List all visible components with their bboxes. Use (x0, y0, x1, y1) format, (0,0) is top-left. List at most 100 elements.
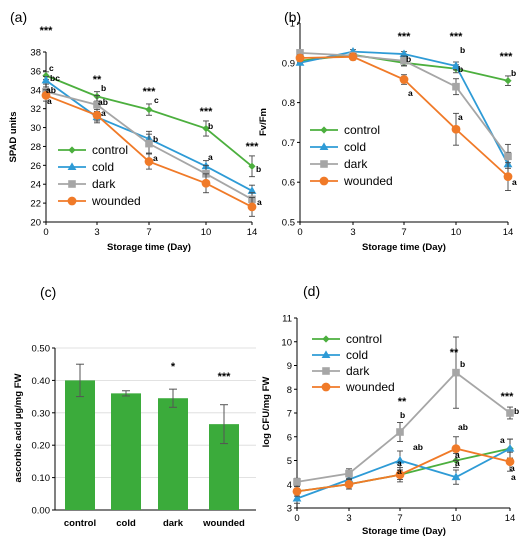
data-point (506, 409, 514, 417)
y-tick-label: 24 (30, 180, 41, 191)
series-wounded (295, 52, 513, 192)
y-tick-label: 0.00 (32, 506, 51, 517)
data-point (452, 82, 460, 91)
letter-annotation: ab (98, 97, 108, 107)
data-point (201, 178, 211, 188)
data-point (292, 493, 302, 502)
letter-annotation: b (514, 406, 519, 416)
panel-label: (c) (40, 284, 56, 300)
data-point (505, 457, 515, 467)
legend: control cold dark wounded (310, 123, 393, 188)
letter-annotation: b (208, 121, 213, 131)
x-tick-label: 3 (346, 513, 351, 524)
data-point (503, 172, 513, 182)
letter-annotation: c (49, 63, 54, 73)
legend-marker (319, 176, 329, 186)
legend-label: wounded (345, 380, 395, 394)
x-tick-label: 7 (397, 513, 402, 524)
legend-label: dark (346, 364, 370, 378)
data-point (92, 110, 102, 120)
letter-annotation: ab (46, 85, 56, 95)
panel-label: (a) (10, 9, 27, 25)
letter-annotation: b (153, 134, 158, 144)
x-tick-label: 7 (146, 227, 151, 238)
data-point (41, 75, 51, 84)
y-tick-label: 0.8 (282, 98, 295, 109)
y-tick-label: 8 (287, 385, 292, 396)
x-tick-label: 3 (94, 227, 99, 238)
data-point (202, 124, 210, 133)
x-tick-label: 14 (505, 513, 516, 524)
letter-annotation: a (47, 96, 52, 106)
x-tick-label: control (64, 518, 96, 529)
significance-marker: *** (500, 51, 514, 63)
x-axis-label: Storage time (Day) (362, 526, 446, 537)
legend-marker (322, 367, 330, 375)
x-tick-label: 10 (201, 227, 212, 238)
data-point (451, 124, 461, 134)
letter-annotation: a (455, 458, 460, 468)
significance-marker: *** (40, 25, 54, 37)
data-point (292, 486, 302, 496)
data-point (505, 444, 515, 452)
significance-marker: ** (93, 74, 102, 86)
legend-marker (321, 350, 331, 358)
legend: control cold dark wounded (312, 332, 395, 394)
significance-marker: *** (501, 391, 515, 403)
y-tick-label: 0.40 (32, 376, 51, 387)
significance-marker: *** (200, 106, 214, 118)
data-point (145, 139, 153, 148)
data-point (145, 106, 153, 114)
y-tick-label: 0.10 (32, 473, 51, 484)
x-tick-label: 10 (451, 513, 462, 524)
bar (111, 393, 141, 510)
x-axis-label: Storage time (Day) (107, 242, 191, 253)
legend-label: wounded (91, 194, 141, 208)
letter-annotation: a (208, 152, 213, 162)
y-tick-label: 32 (30, 104, 41, 115)
series-wounded (41, 89, 257, 217)
data-point (395, 455, 405, 464)
x-tick-label: 14 (503, 227, 514, 238)
data-point (248, 162, 256, 170)
legend-marker (67, 196, 77, 206)
y-tick-label: 7 (287, 409, 292, 420)
significance-marker: *** (143, 86, 157, 98)
data-point (293, 478, 301, 486)
significance-marker: *** (218, 371, 232, 383)
letter-annotation: a (500, 435, 505, 445)
data-point (344, 479, 354, 489)
legend-label: cold (346, 348, 368, 362)
y-tick-label: 0.7 (282, 138, 295, 149)
series-dark (293, 336, 514, 486)
letter-annotation: a (257, 197, 262, 207)
letter-annotation: b (101, 83, 106, 93)
significance-marker: *** (450, 31, 464, 43)
data-point (41, 91, 51, 100)
letter-annotation: ab (413, 442, 423, 452)
legend-marker (68, 146, 76, 154)
chart-panel-1: (a) 20 22 24 26 28 30 32 34 36 38 SPAD units 0 3 7 10 14… (8, 9, 262, 253)
y-tick-label: 0.20 (32, 441, 51, 452)
legend-label: control (92, 143, 128, 157)
data-point (296, 49, 304, 57)
legend: control cold dark wounded (58, 143, 141, 208)
letter-annotation: a (510, 463, 515, 473)
data-point (451, 444, 461, 454)
legend-label: cold (344, 140, 366, 154)
y-tick-label: 0.50 (32, 344, 51, 355)
series-cold (292, 438, 515, 504)
y-tick-label: 0.5 (282, 218, 295, 229)
bar (158, 398, 188, 510)
y-tick-label: 11 (282, 314, 292, 325)
y-axis-label: log CFU/mg FW (261, 377, 272, 448)
y-tick-label: 4 (287, 480, 292, 491)
data-point (451, 472, 461, 481)
letter-annotation: a (101, 108, 106, 118)
y-tick-label: 9 (287, 361, 292, 372)
x-tick-label: 3 (350, 227, 355, 238)
letter-annotation: a (455, 450, 460, 460)
legend-label: control (344, 123, 380, 137)
y-tick-label: 26 (30, 161, 41, 172)
